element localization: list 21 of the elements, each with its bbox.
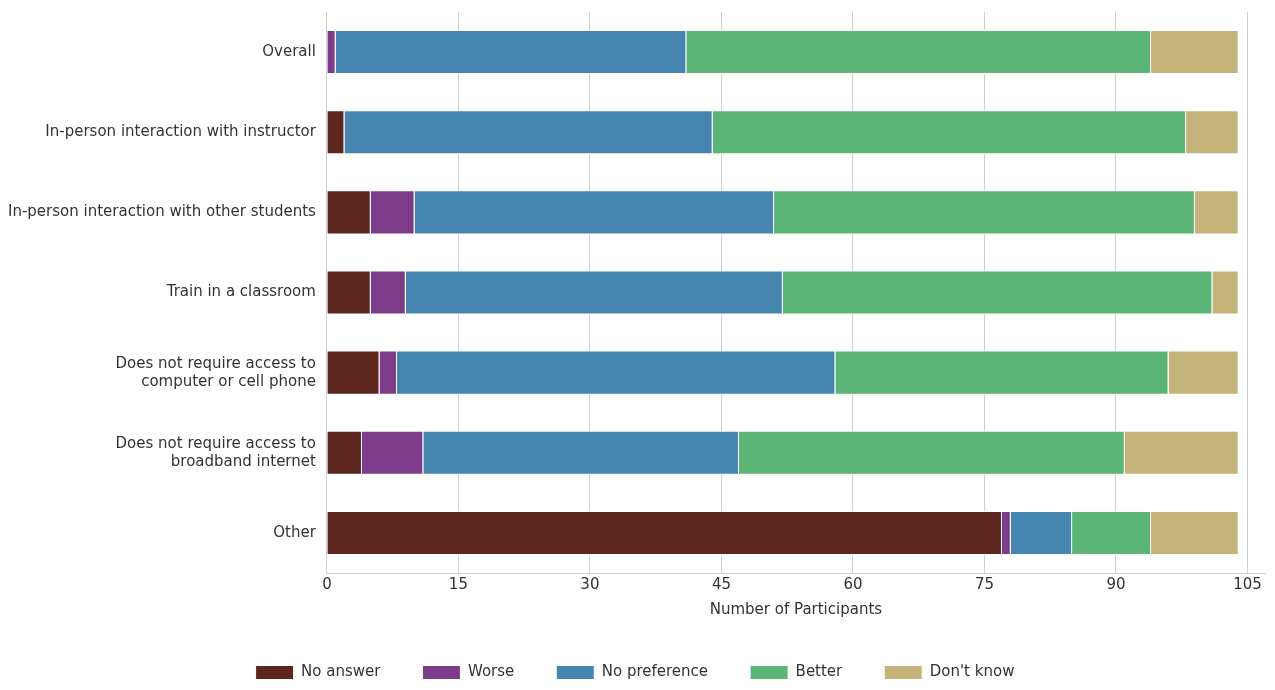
x-tick-label: 30	[580, 574, 600, 593]
y-tick-label: Does not require access to computer or cell phone	[115, 353, 316, 390]
x-tick-label: 45	[711, 574, 731, 593]
legend-label: No answer	[301, 662, 382, 681]
y-tick-label: Does not require access to broadband internet	[115, 433, 316, 470]
y-tick-label: Overall	[262, 41, 316, 60]
y-tick-label: Train in a classroom	[165, 282, 316, 301]
legend-label: Worse	[467, 662, 515, 681]
x-tick-label: 60	[843, 574, 863, 593]
x-tick-label: 90	[1106, 574, 1126, 593]
y-tick-label: Other	[273, 522, 317, 541]
x-tick-label: 105	[1233, 574, 1262, 593]
legend-label: Better	[795, 662, 844, 681]
y-tick-label: In-person interaction with instructor	[45, 122, 317, 141]
x-tick-label: 0	[322, 574, 332, 593]
legend-label: Don't know	[929, 662, 1015, 681]
y-tick-label: In-person interaction with other students	[7, 202, 317, 221]
x-axis-title: Number of Participants	[709, 599, 883, 618]
x-tick-label: 15	[448, 574, 468, 593]
legend-label: No preference	[601, 662, 709, 681]
x-tick-label: 75	[974, 574, 994, 593]
